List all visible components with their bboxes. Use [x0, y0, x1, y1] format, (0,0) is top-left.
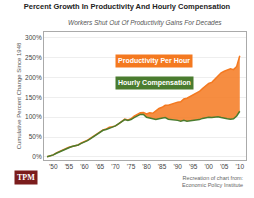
svg-text:'95: '95: [189, 163, 198, 170]
svg-text:Recreation of chart from:Econo: Recreation of chart from:Economic Policy…: [182, 175, 244, 188]
svg-text:Workers Shut Out Of Productivi: Workers Shut Out Of Productivity Gains F…: [68, 19, 222, 27]
svg-text:100%: 100%: [25, 113, 42, 120]
svg-text:250%: 250%: [25, 54, 42, 61]
svg-text:Hourly Compensation: Hourly Compensation: [118, 79, 191, 87]
svg-text:'00: '00: [204, 163, 213, 170]
svg-text:'60: '60: [80, 163, 89, 170]
svg-text:'05: '05: [220, 163, 229, 170]
svg-text:'55: '55: [65, 163, 74, 170]
svg-text:'85: '85: [158, 163, 167, 170]
svg-text:Cumulative Percent Change Sinc: Cumulative Percent Change Since 1948: [16, 42, 22, 149]
svg-text:'70: '70: [111, 163, 120, 170]
svg-text:'80: '80: [142, 163, 151, 170]
svg-text:50%: 50%: [29, 133, 42, 140]
svg-text:Productivity Per Hour: Productivity Per Hour: [118, 57, 190, 65]
svg-text:TPM: TPM: [17, 173, 35, 182]
svg-text:'65: '65: [96, 163, 105, 170]
svg-text:'90: '90: [173, 163, 182, 170]
svg-text:'50: '50: [49, 163, 58, 170]
svg-text:150%: 150%: [25, 94, 42, 101]
svg-text:200%: 200%: [25, 74, 42, 81]
svg-text:0%: 0%: [32, 153, 42, 160]
svg-text:'75: '75: [127, 163, 136, 170]
svg-text:300%: 300%: [25, 34, 42, 41]
svg-text:'10: '10: [236, 163, 245, 170]
svg-text:Percent Growth In Productivity: Percent Growth In Productivity And Hourl…: [24, 2, 231, 11]
